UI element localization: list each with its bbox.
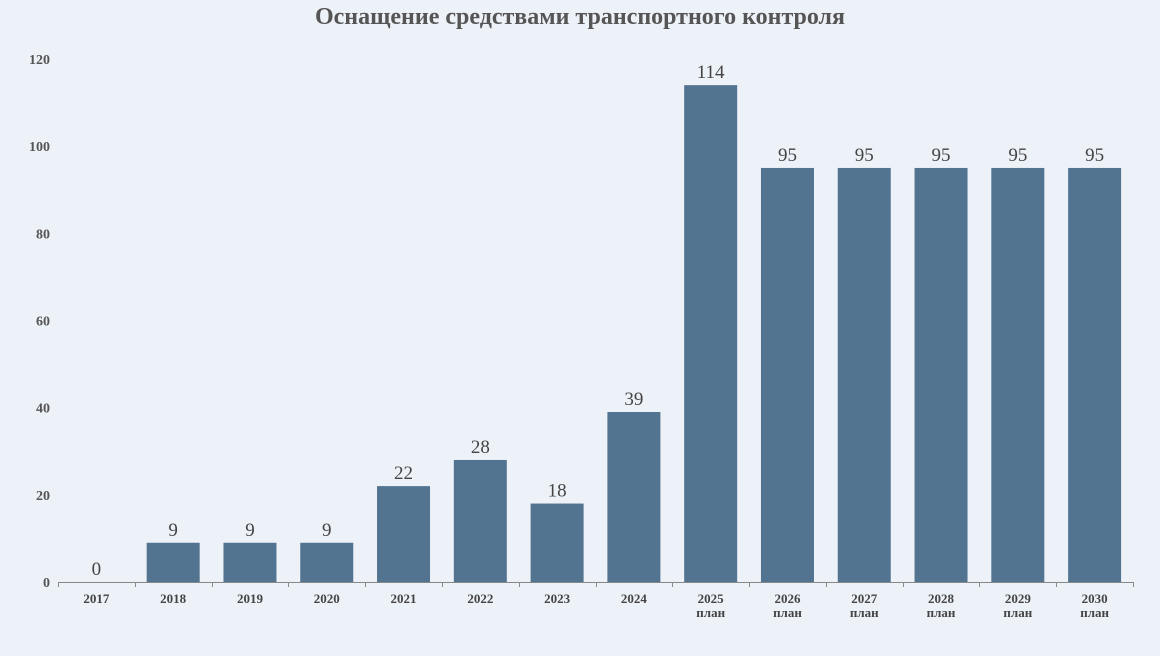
data-label: 28: [471, 437, 490, 458]
y-tick-label: 60: [36, 315, 50, 330]
data-label: 95: [1085, 145, 1104, 166]
x-tick-label: 2021: [391, 591, 417, 606]
x-tick-label: 2027: [851, 591, 878, 606]
data-label: 0: [92, 559, 102, 580]
bar-2018: [146, 542, 200, 582]
data-label: 95: [932, 145, 951, 166]
x-tick-label: 2020: [314, 591, 340, 606]
y-tick-label: 80: [36, 227, 50, 242]
x-tick-label: план: [927, 605, 956, 620]
x-tick-label: 2023: [544, 591, 571, 606]
data-label: 95: [778, 145, 797, 166]
bar-2029-план: [991, 167, 1045, 583]
data-label: 39: [624, 389, 643, 410]
data-label: 95: [855, 145, 874, 166]
x-tick-label: 2029: [1005, 591, 1032, 606]
bar-2030-план: [1068, 167, 1122, 583]
x-tick-label: план: [696, 605, 725, 620]
data-label: 9: [245, 520, 255, 541]
x-tick-label: 2025: [698, 591, 725, 606]
y-tick-label: 100: [29, 140, 50, 155]
x-tick-label: 2024: [621, 591, 648, 606]
x-tick-label: план: [1003, 605, 1032, 620]
x-tick-label: 2019: [237, 591, 264, 606]
x-tick-label: план: [850, 605, 879, 620]
bar-2019: [223, 542, 277, 582]
x-tick-label: план: [773, 605, 802, 620]
y-tick-label: 0: [43, 576, 50, 591]
x-tick-label: 2028: [928, 591, 955, 606]
bar-2023: [530, 503, 584, 582]
bar-2020: [300, 542, 354, 582]
bar-2021: [377, 486, 431, 582]
bar-2025-план: [684, 85, 738, 583]
y-tick-label: 20: [36, 489, 50, 504]
data-label: 18: [548, 481, 567, 502]
data-label: 9: [322, 520, 332, 541]
x-tick-label: 2017: [83, 591, 110, 606]
y-tick-label: 120: [29, 53, 50, 68]
bar-2028-план: [914, 167, 968, 583]
x-tick-label: 2030: [1082, 591, 1108, 606]
x-tick-label: 2018: [160, 591, 187, 606]
y-tick-label: 40: [36, 402, 50, 417]
bar-2022: [453, 459, 507, 582]
x-tick-label: 2022: [467, 591, 493, 606]
bar-2024: [607, 412, 661, 582]
data-label: 9: [168, 520, 178, 541]
bar-2027-план: [837, 167, 891, 583]
data-label: 114: [697, 62, 725, 83]
chart-title: Оснащение средствами транспортного контр…: [314, 4, 845, 30]
data-label: 95: [1008, 145, 1027, 166]
x-tick-label: план: [1080, 605, 1109, 620]
data-label: 22: [394, 463, 413, 484]
x-tick-label: 2026: [774, 591, 801, 606]
bar-2026-план: [760, 167, 814, 583]
